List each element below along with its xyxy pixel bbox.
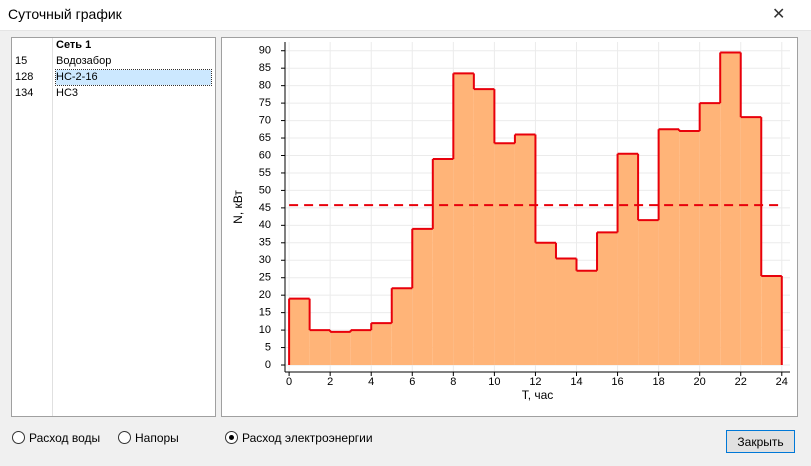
close-button[interactable]: Закрыть [726, 430, 795, 453]
y-tick-label: 85 [259, 62, 271, 74]
step-area [555, 258, 577, 366]
radio-option[interactable]: Расход электроэнергии [225, 430, 373, 446]
y-tick-label: 45 [259, 202, 271, 214]
radio-circle[interactable] [12, 431, 25, 444]
radio-circle[interactable] [118, 431, 131, 444]
window-title: Суточный график [8, 6, 122, 22]
table-cell[interactable]: НС-2-16 [55, 69, 212, 86]
step-area [432, 158, 454, 366]
x-tick-label: 8 [450, 376, 456, 388]
chart-panel: 0 5 10 15 20 25 30 35 40 45 50 55 60 65 70 75 80 85 90 0 2 4 6… [221, 37, 798, 417]
table-cell[interactable]: Водозабор [56, 55, 112, 67]
column-divider [52, 38, 53, 416]
y-tick-label: 65 [259, 132, 271, 144]
step-area [576, 270, 598, 366]
y-tick-label: 60 [259, 149, 271, 161]
table: Сеть 1 15 Водозабор 128 НС-2-16 134 НС3 [11, 37, 216, 417]
y-tick-label: 25 [259, 272, 271, 284]
radio-label[interactable]: Расход электроэнергии [242, 431, 373, 445]
step-area [638, 220, 659, 366]
radio-option[interactable]: Расход воды [12, 430, 100, 446]
x-tick-label: 4 [368, 376, 374, 388]
y-axis-label: N, кВт [231, 190, 245, 224]
step-area [720, 52, 741, 366]
y-tick-label: 5 [265, 341, 271, 353]
step-area [453, 73, 474, 366]
table-cell[interactable] [15, 38, 51, 53]
step-area [494, 143, 515, 366]
x-axis-label: T, час [522, 388, 554, 402]
x-tick-label: 14 [570, 376, 582, 388]
x-tick-label: 24 [776, 376, 788, 388]
y-tick-label: 70 [259, 114, 271, 126]
y-tick-label: 35 [259, 237, 271, 249]
step-area [740, 117, 762, 366]
step-area [699, 103, 721, 366]
step-area [371, 323, 392, 366]
table-cell[interactable]: 128 [15, 71, 34, 83]
step-area [597, 232, 618, 366]
y-tick-label: 80 [259, 80, 271, 92]
step-area [658, 129, 680, 366]
x-tick-label: 2 [327, 376, 333, 388]
y-tick-label: 75 [259, 97, 271, 109]
table-cell[interactable]: Сеть 1 [56, 39, 92, 51]
step-area [679, 131, 700, 366]
y-tick-label: 55 [259, 167, 271, 179]
step-area [514, 134, 536, 366]
x-tick-label: 12 [529, 376, 541, 388]
radio-label[interactable]: Напоры [135, 431, 179, 445]
y-tick-label: 20 [259, 289, 271, 301]
step-area [617, 153, 639, 366]
table-cell[interactable]: 15 [15, 55, 28, 67]
step-area [289, 298, 310, 366]
title-bar [0, 0, 811, 31]
x-tick-label: 22 [735, 376, 747, 388]
close-icon[interactable]: ✕ [772, 6, 786, 23]
y-tick-label: 90 [259, 45, 271, 57]
radio-circle[interactable] [225, 431, 238, 444]
radio-label[interactable]: Расход воды [29, 431, 101, 445]
y-tick-label: 50 [259, 184, 271, 196]
x-tick-label: 6 [409, 376, 415, 388]
step-area [535, 242, 556, 366]
step-area [330, 331, 351, 366]
y-tick-label: 40 [259, 219, 271, 231]
step-area [309, 330, 331, 366]
step-area [473, 89, 495, 366]
y-tick-label: 15 [259, 307, 271, 319]
table-cell[interactable]: 134 [15, 87, 34, 99]
step-area [391, 288, 413, 366]
step-area [350, 330, 372, 366]
table-cell[interactable]: НС3 [56, 87, 79, 99]
x-tick-label: 0 [286, 376, 292, 388]
x-tick-label: 10 [488, 376, 500, 388]
x-tick-label: 18 [652, 376, 664, 388]
y-tick-label: 0 [265, 359, 271, 371]
x-tick-label: 20 [694, 376, 706, 388]
x-tick-label: 16 [611, 376, 623, 388]
y-tick-label: 10 [259, 324, 271, 336]
step-area [412, 228, 433, 366]
y-tick-label: 30 [259, 254, 271, 266]
step-area [761, 275, 782, 366]
radio-option[interactable]: Напоры [118, 430, 179, 446]
